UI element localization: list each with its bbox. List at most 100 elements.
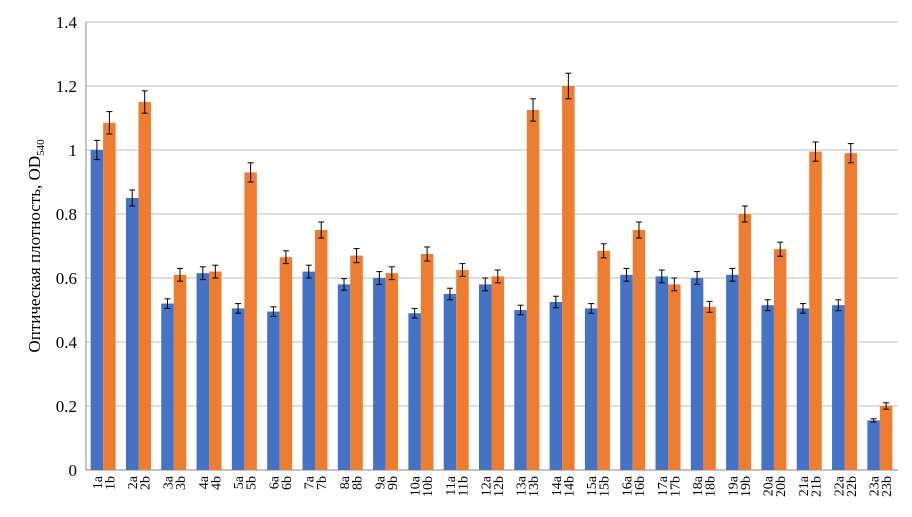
x-tick-label: 9a	[373, 475, 388, 489]
bar-4b	[209, 271, 222, 470]
y-tick-label: 1.4	[56, 13, 78, 32]
bar-13b	[526, 110, 540, 470]
x-tick-label: 3b	[174, 476, 189, 490]
x-tick-label: 22b	[845, 476, 860, 497]
x-tick-label: 12b	[492, 476, 507, 497]
bar-10b	[420, 254, 434, 470]
x-tick-label: 4a	[197, 475, 212, 489]
x-tick-label: 5b	[245, 476, 260, 490]
x-tick-label: 19a	[726, 475, 741, 496]
bar-14a	[549, 302, 563, 470]
bar-3b	[173, 274, 187, 470]
x-tick-label: 14b	[562, 476, 577, 497]
bar-20b	[773, 249, 787, 470]
bar-14b	[562, 86, 575, 470]
bar-22b	[844, 153, 858, 470]
bar-8a	[337, 284, 351, 470]
x-tick-label: 7a	[303, 475, 318, 489]
y-tick-label: 0.6	[56, 269, 77, 288]
x-tick-label: 3a	[162, 475, 177, 489]
bar-7b	[314, 230, 328, 470]
bar-10a	[408, 313, 421, 470]
bar-11b	[456, 270, 469, 470]
y-axis-label: Оптическая плотность, OD540	[25, 139, 47, 353]
x-tick-label: 12a	[479, 475, 494, 496]
x-tick-label: 20b	[774, 476, 789, 497]
bar-3a	[161, 303, 174, 470]
x-tick-label: 16b	[633, 476, 648, 497]
x-tick-label: 8a	[338, 475, 353, 489]
x-tick-label: 5a	[232, 475, 247, 489]
bar-12b	[491, 276, 504, 470]
bar-5b	[244, 172, 257, 470]
bar-4a	[196, 273, 210, 470]
y-axis-ticks: 0 0.2 0.4 0.6 0.8 1 1.2 1.4	[56, 13, 78, 480]
y-tick-label: 1.2	[56, 77, 77, 96]
bar-16b	[632, 230, 646, 470]
x-tick-label: 22a	[832, 475, 847, 496]
bar-19b	[738, 214, 752, 470]
x-tick-label: 18a	[691, 475, 706, 496]
x-tick-label: 1b	[103, 476, 118, 490]
bar-11a	[443, 294, 457, 470]
bar-19a	[726, 274, 739, 470]
bar-16a	[620, 274, 633, 470]
x-tick-label: 17a	[656, 475, 671, 496]
bar-21a	[796, 308, 810, 470]
x-tick-label: 4b	[209, 476, 224, 490]
x-tick-label: 10b	[421, 476, 436, 497]
y-tick-label: 0.2	[56, 397, 77, 416]
x-tick-label: 11b	[456, 476, 471, 496]
bar-23a	[867, 420, 880, 470]
x-tick-label: 20a	[762, 475, 777, 496]
x-tick-label: 7b	[315, 476, 330, 490]
x-tick-label: 15a	[585, 475, 600, 496]
bar-6a	[267, 311, 280, 470]
bar-2a	[125, 198, 139, 470]
bar-22a	[832, 305, 845, 470]
bar-17a	[655, 276, 669, 470]
x-tick-label: 11a	[444, 475, 459, 495]
bar-12a	[479, 284, 492, 470]
x-tick-label: 14a	[550, 475, 565, 496]
bar-1a	[90, 150, 104, 470]
bar-13a	[514, 310, 527, 470]
bar-15b	[597, 250, 610, 470]
bar-1b	[103, 122, 116, 471]
bar-7a	[302, 271, 315, 470]
x-tick-label: 23b	[880, 476, 895, 497]
bar-18a	[690, 278, 704, 470]
x-tick-label: 10a	[409, 475, 424, 496]
bar-23b	[879, 406, 893, 470]
x-tick-label: 2a	[126, 475, 141, 489]
x-tick-label: 9b	[386, 476, 401, 490]
x-tick-label: 2b	[139, 476, 154, 490]
x-tick-label: 1a	[91, 475, 106, 489]
x-tick-label: 15b	[598, 476, 613, 497]
y-tick-label: 0.8	[56, 205, 77, 224]
y-tick-label: 0.4	[56, 333, 78, 352]
x-tick-label: 18b	[704, 476, 719, 497]
bar-15a	[584, 308, 598, 470]
x-tick-label: 6b	[280, 476, 295, 490]
y-tick-label: 1	[69, 141, 78, 160]
x-tick-label: 16a	[620, 475, 635, 496]
bar-9b	[385, 273, 399, 470]
x-tick-label: 23a	[868, 475, 883, 496]
bar-9a	[373, 278, 386, 470]
bar-5a	[231, 308, 245, 470]
x-tick-label: 8b	[351, 476, 366, 490]
x-tick-label: 21a	[797, 475, 812, 496]
bar-21b	[809, 151, 822, 470]
x-tick-label: 6a	[267, 475, 282, 489]
x-tick-label: 17b	[668, 476, 683, 497]
x-tick-label: 19b	[739, 476, 754, 497]
bar-8b	[350, 255, 363, 470]
bar-20a	[761, 305, 774, 470]
y-tick-label: 0	[69, 461, 78, 480]
x-tick-label: 13a	[515, 475, 530, 496]
bar-6b	[279, 257, 293, 470]
